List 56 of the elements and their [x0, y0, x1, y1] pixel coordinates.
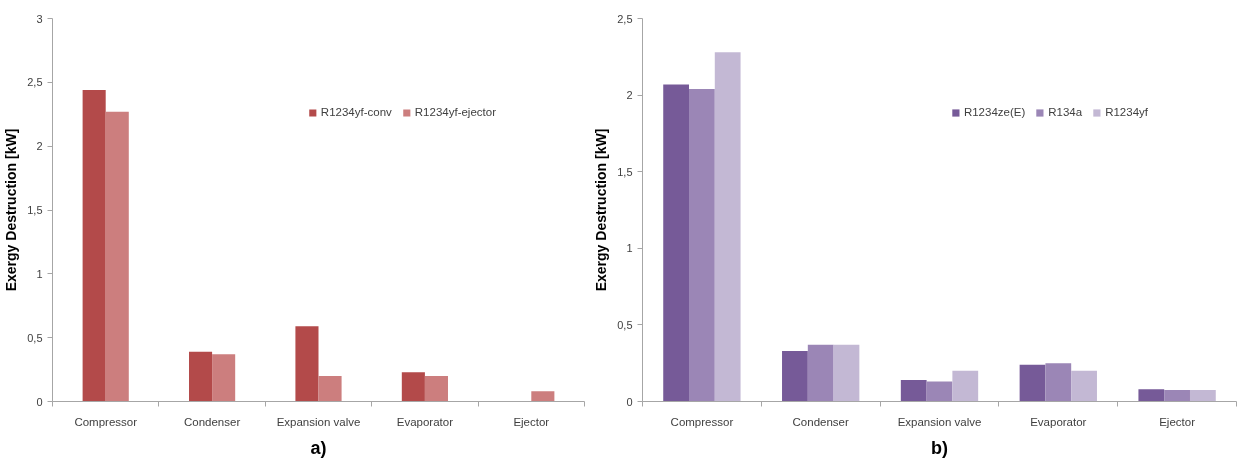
y-tick-label: 1,5 — [617, 165, 633, 178]
y-tick-label: 2 — [626, 89, 633, 102]
y-axis-title: Exergy Destruction [kW] — [3, 128, 20, 292]
bar — [424, 375, 448, 402]
legend-label: R134a — [1048, 106, 1083, 118]
bar — [689, 88, 715, 402]
x-tick-label: Evaporator — [396, 415, 454, 428]
bar — [952, 370, 979, 402]
bar — [1045, 363, 1072, 402]
bar — [531, 391, 555, 402]
bar — [900, 380, 927, 402]
y-tick-label: 2,5 — [27, 76, 43, 89]
text: b) — [931, 437, 949, 458]
bar — [401, 372, 425, 402]
x-tick-label: Compressor — [670, 415, 734, 428]
text: a) — [310, 437, 327, 458]
y-tick-label: 0,5 — [27, 331, 43, 344]
x-tick-label: Compressor — [74, 415, 138, 428]
bar — [663, 84, 690, 402]
bar — [782, 350, 808, 402]
legend-label: R1234yf — [1105, 106, 1148, 118]
bar — [105, 111, 129, 402]
legend-label: R1234yf-ejector — [414, 106, 496, 118]
x-tick-label: Expansion valve — [897, 415, 982, 428]
bar — [1019, 364, 1046, 402]
x-tick-label: Evaporator — [1030, 415, 1087, 428]
x-tick-label: Ejector — [513, 415, 550, 428]
bar — [1164, 390, 1190, 402]
bar — [295, 326, 319, 402]
bar — [212, 354, 236, 402]
y-tick-label: 2,5 — [617, 12, 633, 25]
bar — [82, 89, 106, 402]
y-tick-label: 1 — [626, 242, 633, 255]
y-tick-label: 0 — [36, 395, 43, 408]
y-tick-label: 2 — [36, 140, 43, 153]
y-tick-label: 1,5 — [27, 204, 43, 216]
bar — [833, 344, 860, 402]
x-tick-label: Condenser — [792, 415, 849, 428]
bar — [714, 52, 741, 402]
legend-label: R1234yf-conv — [320, 106, 392, 118]
bar — [1189, 390, 1216, 402]
x-tick-label: Ejector — [1159, 415, 1196, 428]
y-tick-label: 3 — [36, 12, 43, 25]
bar — [926, 381, 953, 402]
bar — [189, 351, 213, 402]
bar — [1138, 389, 1165, 402]
x-tick-label: Expansion valve — [276, 415, 361, 428]
y-axis-title: Exergy Destruction [kW] — [593, 128, 610, 292]
y-tick-label: 0,5 — [617, 318, 633, 331]
x-tick-label: Condenser — [183, 415, 241, 428]
bar — [318, 375, 342, 402]
bar — [1071, 370, 1097, 402]
legend-label: R1234ze(E) — [963, 106, 1026, 118]
bar — [807, 344, 834, 402]
y-tick-label: 0 — [626, 395, 633, 408]
y-tick-label: 1 — [36, 267, 43, 280]
